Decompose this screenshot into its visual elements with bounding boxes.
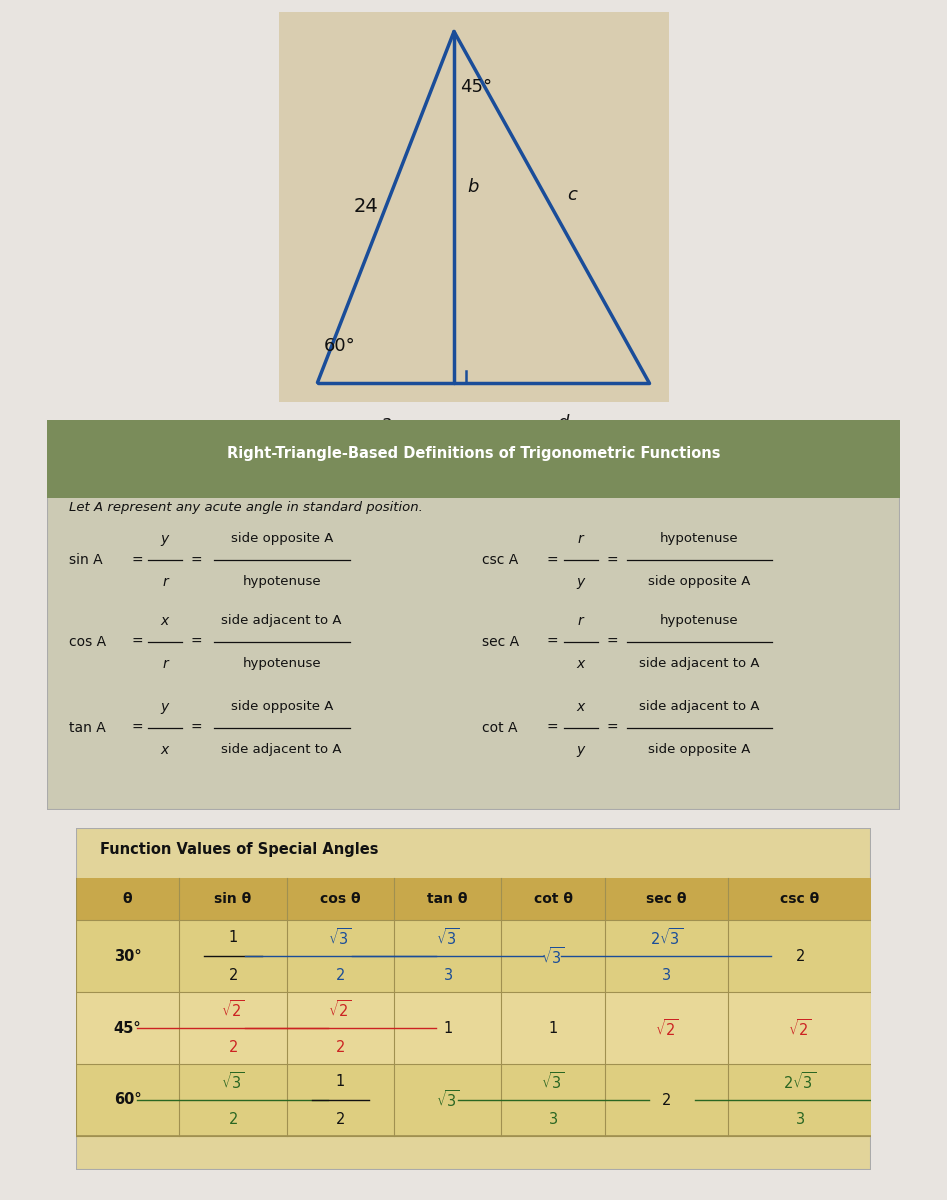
Text: Right-Triangle-Based Definitions of Trigonometric Functions: Right-Triangle-Based Definitions of Trig… — [226, 445, 721, 461]
Bar — [76, 992, 871, 1064]
Text: =: = — [131, 721, 143, 736]
Text: hypotenuse: hypotenuse — [242, 658, 321, 671]
Text: side opposite A: side opposite A — [648, 575, 751, 588]
Text: $\sqrt{2}$: $\sqrt{2}$ — [221, 998, 244, 1020]
Text: $\sqrt{2}$: $\sqrt{2}$ — [788, 1018, 812, 1038]
Text: x: x — [161, 614, 170, 628]
Text: 60°: 60° — [114, 1092, 141, 1108]
Text: cos A: cos A — [69, 635, 106, 649]
Text: $1$: $1$ — [335, 1073, 346, 1090]
Text: tan A: tan A — [69, 721, 105, 736]
FancyBboxPatch shape — [30, 413, 917, 498]
Text: $2$: $2$ — [228, 967, 238, 983]
Text: sec A: sec A — [482, 635, 519, 649]
Text: =: = — [131, 635, 143, 649]
Text: $2$: $2$ — [335, 1039, 346, 1055]
Bar — [76, 877, 871, 920]
Text: r: r — [162, 656, 168, 671]
Text: $\sqrt{3}$: $\sqrt{3}$ — [436, 926, 459, 948]
Text: hypotenuse: hypotenuse — [660, 614, 739, 628]
Text: $2$: $2$ — [228, 1039, 238, 1055]
Text: =: = — [190, 635, 203, 649]
Text: side adjacent to A: side adjacent to A — [639, 700, 759, 713]
Text: 60°: 60° — [323, 337, 355, 355]
Text: =: = — [131, 553, 143, 568]
Text: sec θ: sec θ — [646, 892, 687, 906]
Text: $\sqrt{3}$: $\sqrt{3}$ — [221, 1070, 244, 1092]
FancyBboxPatch shape — [271, 0, 676, 421]
Text: side opposite A: side opposite A — [648, 743, 751, 756]
Text: r: r — [162, 575, 168, 589]
Text: =: = — [190, 721, 203, 736]
Text: $3$: $3$ — [795, 1111, 805, 1127]
Text: csc θ: csc θ — [780, 892, 819, 906]
Text: =: = — [546, 553, 558, 568]
Bar — [76, 1064, 871, 1135]
Text: a: a — [381, 414, 391, 432]
Text: Function Values of Special Angles: Function Values of Special Angles — [99, 841, 378, 857]
Text: sin θ: sin θ — [214, 892, 252, 906]
Text: $\sqrt{3}$: $\sqrt{3}$ — [436, 1090, 459, 1110]
Text: $\sqrt{3}$: $\sqrt{3}$ — [329, 926, 352, 948]
Text: y: y — [161, 700, 170, 714]
Text: c: c — [567, 186, 577, 204]
Text: $3$: $3$ — [661, 967, 671, 983]
Text: y: y — [576, 575, 584, 589]
Text: =: = — [607, 553, 618, 568]
Text: =: = — [607, 721, 618, 736]
Text: x: x — [576, 700, 584, 714]
Text: hypotenuse: hypotenuse — [242, 575, 321, 588]
Text: $2\sqrt{3}$: $2\sqrt{3}$ — [650, 926, 683, 948]
Text: side adjacent to A: side adjacent to A — [222, 614, 342, 628]
Text: r: r — [577, 532, 583, 546]
Text: hypotenuse: hypotenuse — [660, 533, 739, 546]
Text: cot A: cot A — [482, 721, 517, 736]
Text: $2$: $2$ — [661, 1092, 671, 1108]
Text: =: = — [546, 721, 558, 736]
Text: cos θ: cos θ — [320, 892, 361, 906]
Text: $1$: $1$ — [442, 1020, 453, 1036]
Text: sin A: sin A — [69, 553, 102, 568]
Text: side adjacent to A: side adjacent to A — [639, 658, 759, 671]
Text: =: = — [190, 553, 203, 568]
Text: x: x — [576, 656, 584, 671]
Text: 45°: 45° — [114, 1020, 141, 1036]
Text: tan θ: tan θ — [427, 892, 468, 906]
Text: y: y — [576, 743, 584, 756]
Text: r: r — [577, 614, 583, 628]
Text: side opposite A: side opposite A — [230, 533, 333, 546]
Text: csc A: csc A — [482, 553, 518, 568]
Text: =: = — [546, 635, 558, 649]
Text: $2$: $2$ — [335, 1111, 346, 1127]
Text: $2\sqrt{3}$: $2\sqrt{3}$ — [783, 1070, 816, 1092]
Text: cot θ: cot θ — [533, 892, 573, 906]
Text: Let A represent any acute angle in standard position.: Let A represent any acute angle in stand… — [69, 502, 422, 515]
Text: 30°: 30° — [114, 949, 141, 964]
Text: $3$: $3$ — [442, 967, 453, 983]
Text: 45°: 45° — [460, 78, 492, 96]
Bar — [76, 920, 871, 992]
Text: $\sqrt{3}$: $\sqrt{3}$ — [541, 946, 565, 967]
Text: 24: 24 — [354, 198, 379, 216]
Text: side adjacent to A: side adjacent to A — [222, 743, 342, 756]
Text: $1$: $1$ — [548, 1020, 558, 1036]
Text: $1$: $1$ — [228, 930, 238, 946]
Text: $\sqrt{2}$: $\sqrt{2}$ — [329, 998, 352, 1020]
Text: $\sqrt{2}$: $\sqrt{2}$ — [654, 1018, 678, 1038]
Text: =: = — [607, 635, 618, 649]
Text: $2$: $2$ — [335, 967, 346, 983]
Text: θ: θ — [123, 892, 133, 906]
Text: $3$: $3$ — [548, 1111, 558, 1127]
Text: $2$: $2$ — [228, 1111, 238, 1127]
Text: $\sqrt{3}$: $\sqrt{3}$ — [541, 1070, 565, 1092]
Text: d: d — [558, 414, 569, 432]
Text: b: b — [468, 179, 479, 197]
Text: $2$: $2$ — [795, 948, 805, 965]
Text: side opposite A: side opposite A — [230, 700, 333, 713]
Text: x: x — [161, 743, 170, 756]
Text: y: y — [161, 532, 170, 546]
